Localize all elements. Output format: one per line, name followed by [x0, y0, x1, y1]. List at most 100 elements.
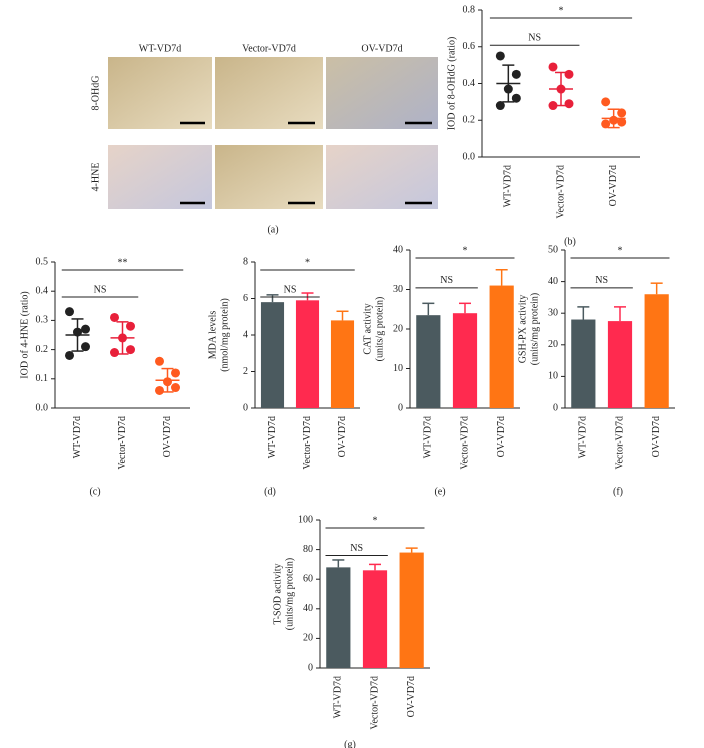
panel-label: (f) — [613, 486, 623, 497]
chart: 0.0 0.1 0.2 0.3 0.4 0.5 IOD of 4-HNE (ratio) WT… — [19, 256, 190, 497]
y-tick-label: 0.8 — [463, 4, 476, 15]
panel-label: (b) — [564, 236, 576, 247]
y-tick-label: 0.5 — [36, 256, 49, 267]
column-label: Vector-VD7d — [242, 43, 296, 54]
y-tick-label: 10 — [393, 363, 403, 374]
x-tick-label: WT-VD7d — [578, 416, 589, 458]
column-label: OV-VD7d — [361, 43, 402, 54]
y-tick-label: 0.1 — [36, 373, 49, 384]
data-point — [81, 342, 90, 352]
x-tick-label: WT-VD7d — [423, 416, 434, 458]
data-point — [601, 119, 611, 129]
y-tick-label: 30 — [548, 307, 558, 318]
significance-label: NS — [595, 275, 608, 286]
bar — [571, 319, 596, 408]
y-tick-label: 0 — [308, 662, 313, 673]
panel-label: (d) — [264, 486, 276, 497]
data-point — [126, 321, 135, 331]
x-tick-label: Vector-VD7d — [302, 416, 313, 470]
data-point — [495, 101, 505, 111]
column-label: WT-VD7d — [139, 43, 181, 54]
y-tick-label: 0.0 — [463, 151, 476, 162]
y-tick-label: 8 — [243, 256, 248, 267]
data-point — [65, 307, 74, 317]
bar — [489, 285, 514, 408]
micrograph — [326, 145, 438, 209]
data-point — [155, 385, 164, 395]
y-tick-label: 60 — [303, 573, 313, 584]
significance-label: NS — [350, 543, 363, 554]
significance-label: * — [618, 245, 623, 256]
data-point — [126, 345, 135, 355]
micrograph — [108, 145, 212, 209]
y-tick-label: 0.2 — [36, 344, 49, 355]
bar — [362, 570, 388, 668]
y-tick-label: 2 — [243, 366, 248, 377]
micrograph — [215, 57, 323, 129]
data-point — [171, 368, 180, 378]
y-tick-label: 50 — [548, 244, 558, 255]
row-label: 8-OHdG — [90, 76, 101, 111]
significance-label: NS — [440, 275, 453, 286]
panel-label: (g) — [344, 739, 356, 748]
y-tick-label: 80 — [303, 544, 313, 555]
y-axis-label: MDA levels — [207, 311, 218, 360]
y-tick-label: 0 — [553, 402, 558, 413]
bar — [295, 300, 320, 408]
y-tick-label: 0 — [243, 402, 248, 413]
y-tick-label: 20 — [303, 633, 313, 644]
bar — [326, 567, 351, 668]
significance-label: * — [305, 257, 310, 268]
data-point — [564, 99, 574, 109]
chart: 0 2 4 6 8 MDA levels (nmol/mg protein) WT-VD7d V… — [207, 256, 360, 497]
chart: 0 10 20 30 40 50 GSH-PX activity (units/mg prot… — [517, 244, 675, 497]
data-point — [511, 69, 521, 79]
y-tick-label: 40 — [303, 603, 313, 614]
y-tick-label: 0.2 — [463, 115, 476, 126]
panel-label: (a) — [267, 224, 278, 235]
x-tick-label: OV-VD7d — [496, 416, 507, 457]
x-tick-label: Vector-VD7d — [614, 416, 625, 470]
data-point — [601, 97, 611, 107]
x-tick-label: OV-VD7d — [406, 676, 417, 717]
data-point — [511, 93, 521, 103]
x-tick-label: OV-VD7d — [651, 416, 662, 457]
x-tick-label: OV-VD7d — [337, 416, 348, 457]
y-axis-label: GSH-PX activity — [517, 295, 528, 364]
y-axis-label: (units/mg protein) — [529, 293, 540, 366]
y-tick-label: 20 — [548, 339, 558, 350]
significance-label: NS — [528, 33, 541, 44]
x-tick-label: WT-VD7d — [503, 165, 514, 207]
x-tick-label: WT-VD7d — [333, 676, 344, 718]
bar — [607, 321, 633, 408]
y-tick-label: 30 — [393, 284, 403, 295]
x-tick-label: OV-VD7d — [608, 165, 619, 206]
x-tick-label: Vector-VD7d — [459, 416, 470, 470]
y-tick-label: 100 — [298, 514, 313, 525]
data-point — [495, 51, 505, 61]
bar — [260, 302, 285, 408]
data-point — [155, 356, 164, 366]
y-axis-label: (units/mg protein) — [284, 558, 295, 631]
bar — [330, 320, 355, 408]
data-point — [171, 383, 180, 393]
data-point — [81, 324, 90, 334]
y-tick-label: 4 — [243, 329, 248, 340]
y-tick-label: 40 — [393, 244, 403, 255]
bar — [416, 315, 441, 408]
bar — [452, 313, 478, 408]
x-tick-label: WT-VD7d — [72, 416, 83, 458]
y-tick-label: 0.0 — [36, 402, 49, 413]
data-point — [564, 69, 574, 79]
y-tick-label: 10 — [548, 371, 558, 382]
micrographs: WT-VD7d Vector-VD7d OV-VD7d 8-OHdG 4-HNE… — [90, 43, 438, 235]
micrograph — [215, 145, 323, 209]
x-tick-label: OV-VD7d — [162, 416, 173, 457]
y-axis-label: (nmol/mg protein) — [219, 298, 230, 372]
y-tick-label: 0.6 — [463, 41, 476, 52]
y-tick-label: 0.4 — [463, 78, 476, 89]
significance-label: * — [373, 515, 378, 526]
bar — [399, 552, 424, 668]
